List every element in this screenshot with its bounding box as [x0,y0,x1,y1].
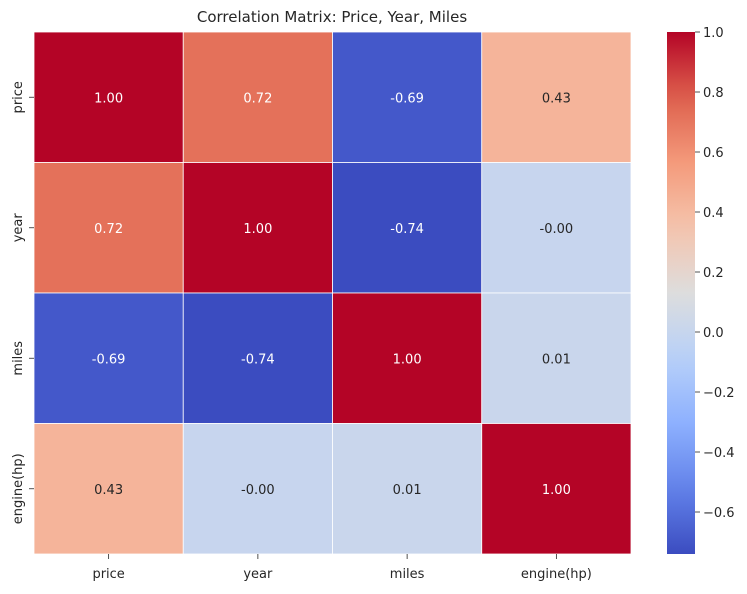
heatmap-cell-label: 1.00 [243,222,272,237]
y-tick-label: year [11,213,26,243]
colorbar-tick-label: 0.4 [703,206,724,221]
heatmap-cell [481,162,632,294]
heatmap-cell-label: -0.00 [540,222,574,237]
heatmap-cell-label: 1.00 [94,91,123,106]
x-tick-label: engine(hp) [521,567,592,582]
heatmap-cell [332,423,483,555]
heatmap-cell [33,423,184,555]
heatmap-cell-label: 1.00 [393,352,422,367]
heatmap-cell-label: -0.74 [241,352,275,367]
heatmap-cell [182,162,333,294]
heatmap-cell [182,423,333,555]
heatmap-cell [33,31,184,163]
y-axis: price year miles engine(hp) [11,81,34,524]
x-tick-label: year [243,567,273,582]
heatmap-cell [481,31,632,163]
colorbar-tick-label: −0.2 [703,386,735,401]
colorbar: 1.0 0.8 0.6 0.4 0.2 0.0 −0.2 −0.4 −0.6 [667,26,735,554]
heatmap-cell-label: -0.00 [241,483,275,498]
colorbar-gradient [667,32,695,554]
heatmap-cell-label: 0.43 [542,91,571,106]
heatmap-cell-labels: 1.00 0.72 -0.69 0.43 0.72 1.00 -0.74 -0.00 -0.69… [92,91,573,498]
heatmap-cell [332,162,483,294]
x-tick-label: price [92,567,124,582]
heatmap-cell-label: 0.43 [94,483,123,498]
heatmap-cell-label: -0.69 [92,352,126,367]
colorbar-tick-label: 0.8 [703,86,724,101]
heatmap-cell-label: 1.00 [542,483,571,498]
heatmap-cell-label: 0.72 [243,91,272,106]
heatmap-cell [332,31,483,163]
heatmap-cell [33,162,184,294]
colorbar-tick-label: −0.6 [703,506,735,521]
heatmap-cell [481,292,632,424]
y-tick-label: miles [11,341,26,376]
x-axis: price year miles engine(hp) [92,554,592,582]
heatmap-cell-label: 0.72 [94,222,123,237]
colorbar-tick-label: 0.0 [703,326,724,341]
colorbar-tick-label: 0.2 [703,266,724,281]
heatmap-cell [481,423,632,555]
heatmap-cell [182,292,333,424]
heatmap-cells [33,31,632,555]
heatmap-cell-label: -0.74 [390,222,424,237]
y-tick-label: engine(hp) [11,453,26,524]
colorbar-tick-label: 1.0 [703,26,724,41]
heatmap-cell-label: -0.69 [390,91,424,106]
chart-title: Correlation Matrix: Price, Year, Miles [197,8,467,26]
heatmap-cell-label: 0.01 [542,352,571,367]
y-tick-label: price [11,81,26,113]
heatmap-cell-label: 0.01 [393,483,422,498]
heatmap-cell [182,31,333,163]
colorbar-tick-label: −0.4 [703,446,735,461]
x-tick-label: miles [390,567,425,582]
colorbar-tick-label: 0.6 [703,146,724,161]
